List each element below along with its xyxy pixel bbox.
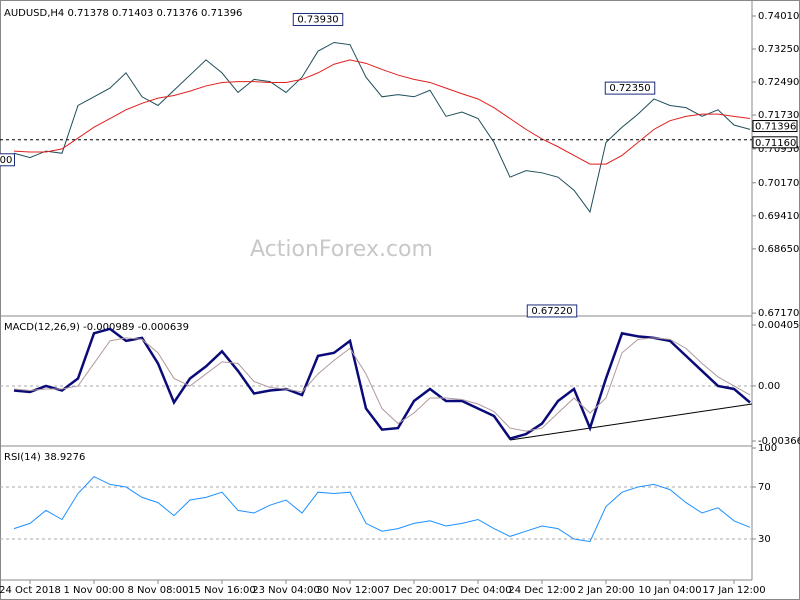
annotation: 0.73930 — [297, 14, 338, 25]
price-box — [752, 120, 798, 133]
y-tick-label: 0.71730 — [758, 110, 799, 121]
y-tick-label: 0.73250 — [758, 44, 799, 55]
y-tick-label: 0.70170 — [758, 178, 799, 189]
annotation-box — [526, 304, 578, 318]
price-box — [752, 136, 798, 149]
annotation: 00 — [0, 155, 12, 166]
x-tick-label: 17 Jan 12:00 — [702, 585, 765, 596]
x-tick-label: 23 Nov 04:00 — [252, 585, 319, 596]
x-tick-label: 15 Nov 16:00 — [188, 585, 255, 596]
x-tick-label: 2 Jan 20:00 — [578, 585, 635, 596]
panel-title: AUDUSD,H4 0.71378 0.71403 0.71376 0.7139… — [4, 8, 242, 19]
x-tick-label: 8 Nov 08:00 — [127, 585, 188, 596]
y-tick-label: 0.00 — [758, 381, 780, 392]
series-line — [13, 475, 751, 543]
y-tick-label: 0.67170 — [758, 308, 799, 319]
y-tick-label: 0.69410 — [758, 211, 799, 222]
panel-title: MACD(12,26,9) -0.000989 -0.000639 — [4, 322, 189, 333]
series-line — [13, 41, 751, 214]
annotation: 0.72350 — [609, 83, 650, 94]
y-tick-label: 100 — [758, 443, 777, 454]
annotation-box — [604, 81, 656, 95]
y-tick-label: 0.68650 — [758, 244, 799, 255]
y-tick-label: 0.004055 — [758, 320, 800, 331]
y-tick-label: 30 — [758, 534, 771, 545]
panel-title: RSI(14) 38.9276 — [4, 452, 85, 463]
price-label: 0.71396 — [755, 122, 796, 133]
y-tick-label: 70 — [758, 482, 771, 493]
y-tick-label: 0.74010 — [758, 11, 799, 22]
annotation-box — [0, 153, 15, 167]
x-tick-label: 10 Jan 04:00 — [638, 585, 701, 596]
x-tick-label: 7 Dec 20:00 — [384, 585, 445, 596]
x-tick-label: 24 Oct 2018 — [0, 585, 61, 596]
x-tick-label: 1 Nov 00:00 — [63, 585, 124, 596]
y-tick-label: 0.72490 — [758, 77, 799, 88]
x-tick-label: 17 Dec 04:00 — [444, 585, 511, 596]
x-tick-label: 24 Dec 12:00 — [508, 585, 575, 596]
series-line — [13, 337, 751, 432]
x-tick-label: 30 Nov 12:00 — [316, 585, 383, 596]
watermark: ActionForex.com — [250, 237, 433, 262]
annotation: 0.67220 — [531, 306, 572, 317]
trend-line — [509, 403, 753, 441]
price-label: 0.71160 — [755, 138, 796, 149]
y-tick-label: 0.70950 — [758, 144, 799, 155]
y-tick-label: -0.003662 — [758, 436, 800, 447]
series-line — [13, 59, 751, 165]
annotation-box — [292, 12, 344, 26]
